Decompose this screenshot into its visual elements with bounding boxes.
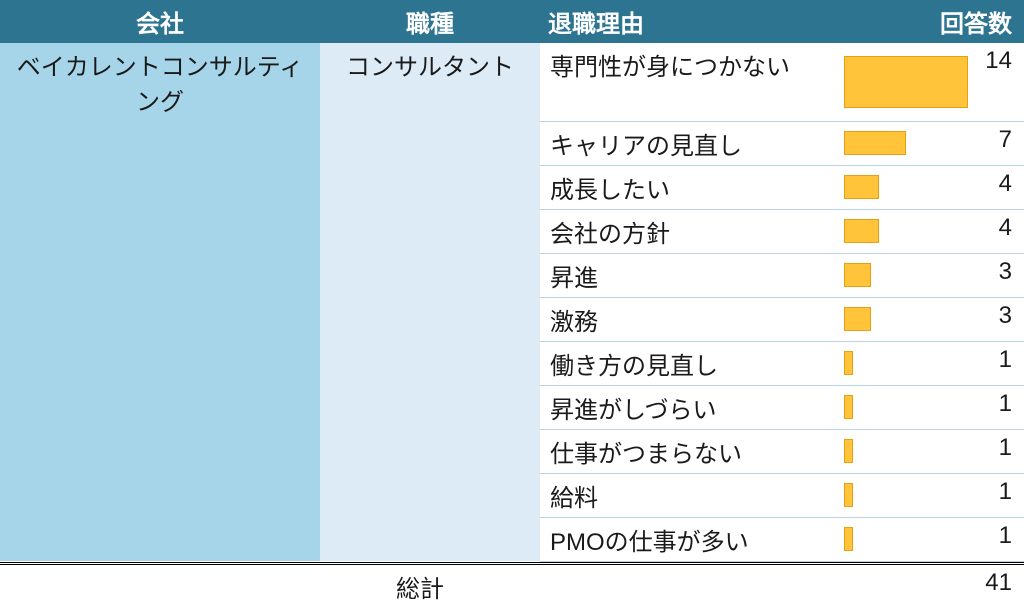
count-bar: [844, 263, 871, 288]
cell-role: コンサルタント: [320, 43, 540, 121]
count-bar: [844, 351, 853, 376]
table-row: 昇進がしづらい 1: [0, 385, 1024, 429]
cell-count: 4: [840, 209, 1024, 253]
resignation-table: 会社 職種 退職理由 回答数 ベイカレントコンサルティングコンサルタント専門性が…: [0, 0, 1024, 562]
cell-count: 7: [840, 121, 1024, 165]
total-value: 41: [840, 562, 1024, 608]
count-bar: [844, 439, 853, 464]
table-row: ベイカレントコンサルティングコンサルタント専門性が身につかない 14: [0, 43, 1024, 121]
total-label: 総計: [0, 562, 840, 608]
count-bar: [844, 131, 906, 156]
count-value: 1: [999, 434, 1012, 461]
bar-holder: [844, 480, 968, 511]
cell-count: 1: [840, 385, 1024, 429]
table-row: 成長したい 4: [0, 165, 1024, 209]
cell-role: [320, 165, 540, 209]
cell-role: [320, 253, 540, 297]
cell-count: 1: [840, 473, 1024, 517]
cell-company: [0, 385, 320, 429]
cell-count: 1: [840, 341, 1024, 385]
header-count: 回答数: [840, 0, 1024, 43]
bar-holder: [844, 524, 968, 555]
cell-reason: 成長したい: [540, 165, 840, 209]
bar-holder: [844, 260, 968, 291]
header-role: 職種: [320, 0, 540, 43]
table-row: 仕事がつまらない 1: [0, 429, 1024, 473]
cell-company: [0, 121, 320, 165]
count-bar: [844, 395, 853, 420]
count-value: 1: [999, 346, 1012, 373]
count-value: 14: [985, 47, 1012, 74]
count-value: 4: [999, 214, 1012, 241]
header-reason: 退職理由: [540, 0, 840, 43]
cell-company: [0, 429, 320, 473]
count-bar: [844, 56, 968, 108]
cell-role: [320, 121, 540, 165]
cell-count: 3: [840, 253, 1024, 297]
cell-count: 14: [840, 43, 1024, 121]
cell-company: [0, 253, 320, 297]
table-body: ベイカレントコンサルティングコンサルタント専門性が身につかない14キャリアの見直…: [0, 43, 1024, 561]
table-row: キャリアの見直し 7: [0, 121, 1024, 165]
count-value: 1: [999, 522, 1012, 549]
cell-company: [0, 165, 320, 209]
bar-holder: [844, 304, 968, 335]
count-value: 3: [999, 258, 1012, 285]
cell-reason: 激務: [540, 297, 840, 341]
cell-reason: 働き方の見直し: [540, 341, 840, 385]
count-bar: [844, 219, 879, 244]
cell-company: [0, 341, 320, 385]
table-row: 昇進 3: [0, 253, 1024, 297]
cell-count: 4: [840, 165, 1024, 209]
table-row: 給料 1: [0, 473, 1024, 517]
bar-holder: [844, 392, 968, 423]
count-value: 7: [999, 126, 1012, 153]
count-value: 1: [999, 390, 1012, 417]
cell-role: [320, 297, 540, 341]
count-value: 4: [999, 170, 1012, 197]
cell-count: 1: [840, 429, 1024, 473]
cell-reason: 昇進がしづらい: [540, 385, 840, 429]
count-value: 1: [999, 478, 1012, 505]
cell-reason: 仕事がつまらない: [540, 429, 840, 473]
total-row: 総計41: [0, 562, 1024, 608]
bar-holder: [844, 128, 968, 159]
cell-company: [0, 473, 320, 517]
bar-holder: [844, 172, 968, 203]
cell-reason: 会社の方針: [540, 209, 840, 253]
cell-reason: キャリアの見直し: [540, 121, 840, 165]
count-bar: [844, 175, 879, 200]
count-bar: [844, 307, 871, 332]
count-bar: [844, 527, 853, 552]
cell-role: [320, 341, 540, 385]
header-company: 会社: [0, 0, 320, 43]
bar-holder: [844, 216, 968, 247]
cell-role: [320, 385, 540, 429]
cell-role: [320, 429, 540, 473]
table-row: 会社の方針 4: [0, 209, 1024, 253]
bar-holder: [844, 348, 968, 379]
cell-reason: 昇進: [540, 253, 840, 297]
bar-holder: [844, 49, 968, 115]
cell-reason: 専門性が身につかない: [540, 43, 840, 121]
cell-role: [320, 209, 540, 253]
cell-count: 3: [840, 297, 1024, 341]
table-row: 働き方の見直し 1: [0, 341, 1024, 385]
bar-holder: [844, 436, 968, 467]
table-header-row: 会社 職種 退職理由 回答数: [0, 0, 1024, 43]
cell-reason: 給料: [540, 473, 840, 517]
count-value: 3: [999, 302, 1012, 329]
table-row: 激務 3: [0, 297, 1024, 341]
cell-company: [0, 297, 320, 341]
cell-role: [320, 473, 540, 517]
count-bar: [844, 483, 853, 508]
cell-company: [0, 209, 320, 253]
cell-company: ベイカレントコンサルティング: [0, 43, 320, 121]
